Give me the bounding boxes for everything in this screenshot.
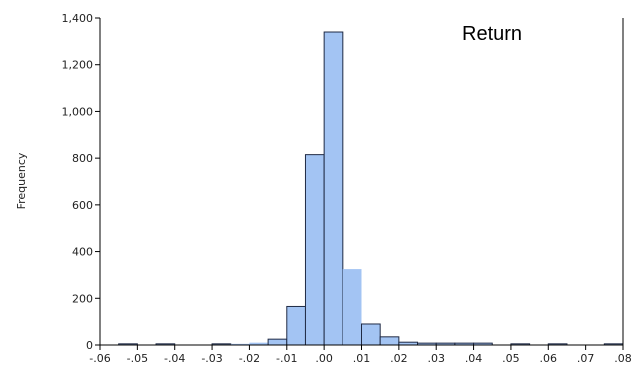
y-tick-label-4: 800 <box>72 152 93 165</box>
y-tick-label-5: 1,000 <box>62 105 94 118</box>
x-tick-label-1: -.05 <box>127 352 148 365</box>
histogram-bar-7 <box>304 154 325 346</box>
x-tick-label-6: .00 <box>315 352 333 365</box>
histogram-bar-5 <box>267 338 288 346</box>
x-tick-label-9: .03 <box>427 352 445 365</box>
bars-group <box>118 31 624 346</box>
y-axis-label: Frequency <box>15 152 28 209</box>
x-tick-label-4: -.02 <box>239 352 260 365</box>
histogram-bar-8 <box>323 31 344 346</box>
x-tick-label-2: -.04 <box>164 352 185 365</box>
y-tick-label-7: 1,400 <box>62 12 94 25</box>
x-tick-label-3: -.03 <box>201 352 222 365</box>
x-tick-label-10: .04 <box>465 352 483 365</box>
histogram-bar-3 <box>230 343 250 345</box>
x-ticks-group: -.06 -.05 -.04 -.03 -.02 -.01 .00 .01 .02 .03 .04.… <box>89 345 632 365</box>
histogram-bar-11 <box>379 336 400 346</box>
y-tick-label-1: 200 <box>72 292 93 305</box>
y-tick-label-0: 0 <box>86 339 93 352</box>
x-tick-label-11: .05 <box>502 352 520 365</box>
y-tick-label-6: 1,200 <box>62 59 94 72</box>
x-tick-label-5: -.01 <box>276 352 297 365</box>
histogram-bar-4 <box>249 342 269 345</box>
histogram-bar-10 <box>361 323 381 346</box>
y-ticks-group: 0 200 400 600 800 1,000 1,200 1,400 <box>62 12 100 352</box>
x-tick-label-14: .08 <box>614 352 632 365</box>
histogram-bar-6 <box>286 305 306 346</box>
x-tick-label-13: .07 <box>577 352 595 365</box>
y-tick-label-2: 400 <box>72 246 93 259</box>
x-tick-label-12: .06 <box>540 352 558 365</box>
histogram-bar-9 <box>342 269 362 345</box>
legend-label: Return <box>462 23 522 45</box>
x-tick-label-7: .01 <box>353 352 371 365</box>
x-tick-label-0: -.06 <box>89 352 110 365</box>
x-tick-label-8: .02 <box>390 352 408 365</box>
y-tick-label-3: 600 <box>72 199 93 212</box>
